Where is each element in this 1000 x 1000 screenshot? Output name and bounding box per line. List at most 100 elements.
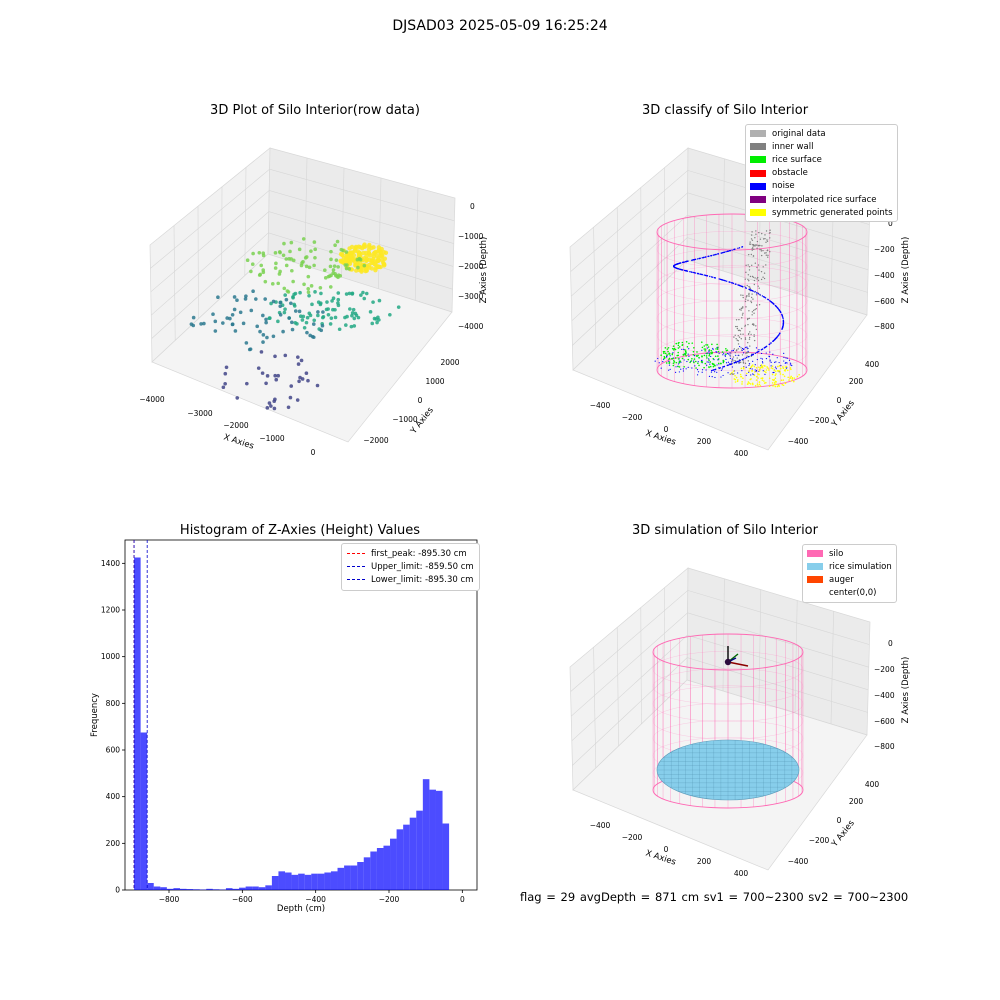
scatter-point (742, 296, 744, 299)
scatter-point (747, 347, 749, 350)
scatter-point (668, 369, 670, 371)
scatter-point (711, 376, 713, 378)
scatter-point (697, 354, 699, 357)
scatter-point (726, 364, 728, 367)
scatter-point (758, 287, 760, 289)
scatter-point (228, 316, 232, 321)
scatter-point (737, 343, 740, 345)
scatter-point (710, 276, 713, 278)
scatter-point (729, 354, 731, 356)
scatter-point (245, 381, 249, 386)
scatter-point (216, 295, 220, 300)
grid-line (378, 177, 382, 289)
scatter-point (748, 364, 750, 367)
scatter-point (284, 257, 289, 261)
scatter-point (780, 364, 782, 367)
legend-swatch (750, 196, 766, 204)
scatter-point (189, 322, 194, 326)
plot1-points (189, 237, 401, 411)
scatter-point (744, 300, 747, 303)
plot1-z-tick: −3000 (458, 292, 484, 301)
scatter-point (733, 378, 736, 380)
scatter-point (741, 349, 743, 352)
scatter-point (675, 342, 678, 345)
scatter-point (781, 315, 784, 317)
silo-ring (656, 248, 808, 285)
scatter-point (758, 383, 761, 386)
scatter-point (699, 257, 701, 259)
scatter-point (745, 298, 747, 300)
scatter-point (745, 356, 748, 359)
scatter-point (672, 364, 675, 367)
scatter-point (709, 365, 712, 368)
scatter-point (759, 367, 761, 370)
scatter-point (704, 256, 707, 258)
plot1-y-tick: 2000 (440, 358, 459, 367)
scatter-point (718, 278, 720, 280)
scatter-point (669, 368, 671, 370)
scatter-point (711, 276, 714, 278)
scatter-point (660, 367, 662, 369)
scatter-point (710, 371, 713, 373)
figure-suptitle: DJSAD03 2025-05-09 16:25:24 (392, 18, 608, 34)
scatter-point (740, 338, 742, 340)
scatter-point (359, 293, 363, 297)
scatter-point (710, 255, 712, 257)
histogram-bar (271, 876, 279, 890)
scatter-point (733, 348, 736, 350)
scatter-point (305, 315, 310, 320)
scatter-point (720, 362, 722, 365)
scatter-point (249, 269, 253, 274)
scatter-point (662, 350, 665, 353)
plot2-x-tick: 400 (734, 449, 749, 458)
scatter-point (701, 369, 704, 371)
scatter-point (703, 354, 706, 357)
scatter-point (744, 325, 746, 327)
scatter-point (251, 251, 255, 256)
plot1-y-tick: 1000 (425, 377, 444, 386)
scatter-point (782, 367, 785, 370)
scatter-point (779, 373, 782, 375)
scatter-point (232, 295, 237, 299)
legend-label: inner wall (772, 141, 814, 152)
scatter-point (709, 363, 711, 365)
scatter-point (745, 271, 747, 274)
scatter-point (733, 248, 735, 251)
plot1-y-tick: −1000 (392, 415, 418, 424)
scatter-point (689, 361, 691, 364)
scatter-point (677, 347, 680, 349)
scatter-point (745, 351, 748, 354)
scatter-point (741, 358, 744, 361)
scatter-point (774, 304, 777, 307)
scatter-point (765, 352, 767, 354)
scatter-point (775, 381, 777, 383)
scatter-point (725, 349, 728, 352)
scatter-point (230, 312, 235, 317)
scatter-point (664, 347, 667, 349)
scatter-point (319, 328, 324, 333)
scatter-point (718, 367, 720, 369)
plot2-y-label: Y Axies (829, 398, 857, 430)
scatter-point (271, 299, 276, 304)
legend-item: Upper_limit: -859.50 cm (347, 560, 474, 573)
scatter-point (693, 347, 695, 349)
scatter-point (735, 325, 737, 328)
scatter-point (290, 268, 294, 273)
scatter-point (760, 254, 763, 257)
scatter-point (706, 357, 708, 359)
scatter-point (756, 358, 758, 361)
legend-line (347, 579, 365, 581)
scatter-point (737, 329, 740, 332)
scatter-point (727, 361, 730, 363)
scatter-point (350, 313, 354, 318)
scatter-point (235, 396, 240, 400)
legend-label: silo (829, 548, 844, 559)
scatter-point (694, 360, 697, 363)
histogram-bar (186, 889, 194, 890)
plot3-bars (134, 557, 450, 890)
scatter-point (771, 382, 774, 384)
scatter-point (769, 229, 771, 231)
scatter-point (355, 257, 360, 262)
scatter-point (288, 395, 293, 400)
scatter-point (729, 363, 731, 365)
